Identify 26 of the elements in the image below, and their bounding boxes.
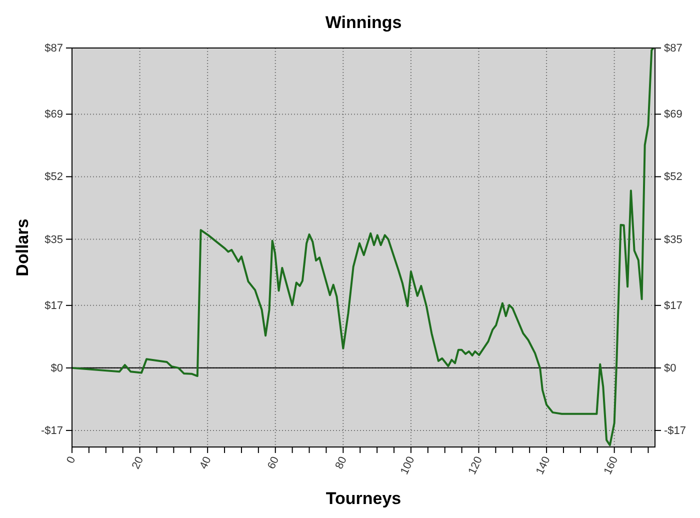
y-tick-label: $87 xyxy=(44,42,63,55)
y2-tick-label: -$17 xyxy=(664,424,686,437)
y-tick-label: $69 xyxy=(44,108,63,121)
y2-tick-label: $35 xyxy=(664,234,682,246)
y2-tick-label: $52 xyxy=(664,171,682,184)
x-axis-title: Tourneys xyxy=(326,489,402,508)
y-tick-label: -$17 xyxy=(40,424,63,437)
y-tick-label: $17 xyxy=(44,300,63,312)
x-tick-label: 140 xyxy=(534,454,553,477)
x-tick-label: 100 xyxy=(398,454,418,477)
y2-tick-label: $87 xyxy=(664,42,682,55)
y-tick-label: $35 xyxy=(44,234,63,246)
y2-tick-label: $17 xyxy=(664,300,682,312)
y-tick-label: $0 xyxy=(50,362,63,374)
y-axis-title: Dollars xyxy=(13,218,32,276)
x-tick-label: 60 xyxy=(266,454,282,471)
chart-title: Winnings xyxy=(325,13,402,32)
y2-tick-label: $0 xyxy=(664,362,676,374)
x-tick-label: 20 xyxy=(130,454,146,471)
x-tick-label: 120 xyxy=(466,454,485,477)
x-tick-label: 80 xyxy=(333,454,350,471)
x-tick-label: 40 xyxy=(198,454,214,471)
x-tick-label: 160 xyxy=(602,454,621,477)
x-tick-label: 0 xyxy=(64,454,78,466)
y2-tick-label: $69 xyxy=(664,108,682,121)
y-tick-label: $52 xyxy=(44,171,63,184)
